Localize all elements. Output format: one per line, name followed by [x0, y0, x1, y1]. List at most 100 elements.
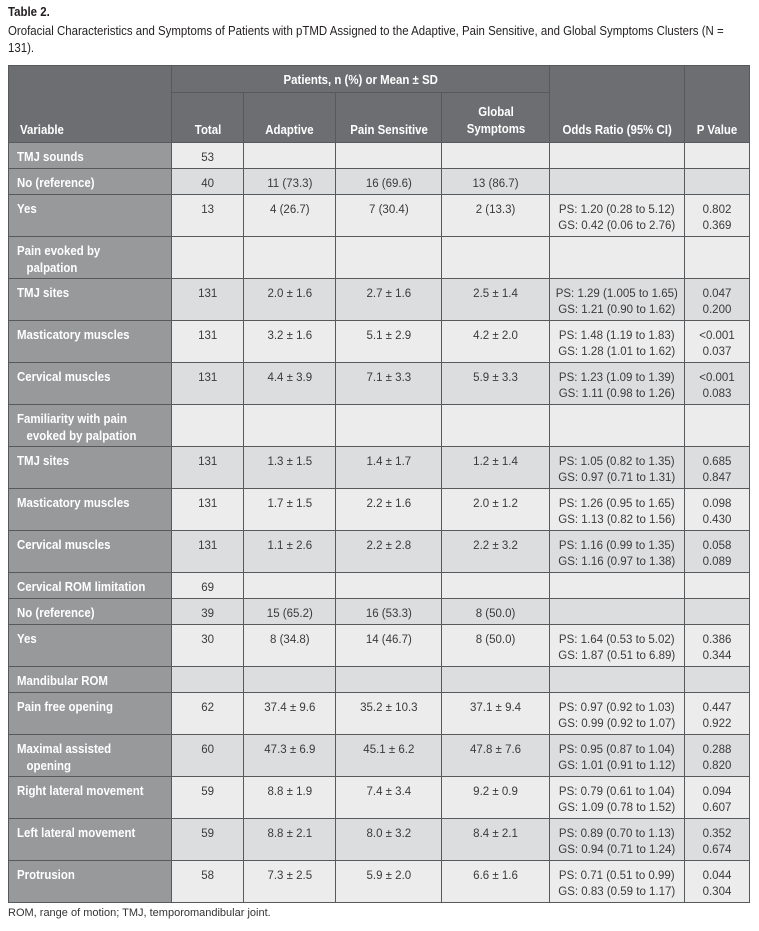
cell-total: 13 [170, 194, 245, 237]
cell-p-value [683, 168, 751, 195]
cell-pain-sensitive: 2.2 ± 2.8 [335, 530, 443, 573]
cell-global-symptoms: 2.0 ± 1.2 [441, 488, 550, 531]
cell-pain-sensitive [335, 666, 443, 693]
table-row: Cervical ROM limitation 69 [8, 572, 751, 599]
table-row: Pain free opening 62 37.4 ± 9.6 35.2 ± 10.3… [8, 692, 751, 735]
cell-adaptive: 1.3 ± 1.5 [243, 446, 337, 489]
table-row: Cervical muscles 131 4.4 ± 3.9 7.1 ± 3.3 5.9… [8, 362, 751, 405]
cell-global-symptoms: 9.2 ± 0.9 [441, 776, 550, 819]
header-p-value: P Value [683, 65, 751, 143]
cell-variable: Masticatory muscles [8, 488, 172, 531]
cell-total: 62 [170, 692, 245, 735]
table-row: Pain evoked by palpation [8, 236, 751, 279]
cell-variable: Pain free opening [8, 692, 172, 735]
table-title: Table 2. [8, 4, 50, 19]
cell-odds-ratio: PS: 0.79 (0.61 to 1.04) GS: 1.09 (0.78 t… [548, 776, 685, 819]
cell-total [170, 236, 245, 279]
cell-total: 30 [170, 624, 245, 667]
cell-global-symptoms: 1.2 ± 1.4 [441, 446, 550, 489]
cell-adaptive [243, 666, 337, 693]
cell-adaptive: 4.4 ± 3.9 [243, 362, 337, 405]
cell-total: 40 [170, 168, 245, 195]
cell-variable: Masticatory muscles [8, 320, 172, 363]
cell-adaptive: 8.8 ± 1.9 [243, 776, 337, 819]
cell-variable: Cervical muscles [8, 530, 172, 573]
cell-pain-sensitive: 45.1 ± 6.2 [335, 734, 443, 777]
cell-variable: Yes [8, 194, 172, 237]
cell-variable: Cervical ROM limitation [8, 572, 172, 599]
cell-adaptive: 4 (26.7) [243, 194, 337, 237]
cell-pain-sensitive: 7 (30.4) [335, 194, 443, 237]
cell-total: 131 [170, 278, 245, 321]
cell-pain-sensitive [335, 572, 443, 599]
cell-adaptive: 15 (65.2) [243, 598, 337, 625]
cell-global-symptoms: 8 (50.0) [441, 598, 550, 625]
cell-pain-sensitive: 5.9 ± 2.0 [335, 860, 443, 903]
cell-adaptive [243, 142, 337, 169]
cell-global-symptoms: 2.5 ± 1.4 [441, 278, 550, 321]
cell-pain-sensitive: 14 (46.7) [335, 624, 443, 667]
cell-pain-sensitive: 1.4 ± 1.7 [335, 446, 443, 489]
table-row: Protrusion 58 7.3 ± 2.5 5.9 ± 2.0 6.6 ± 1.6 P… [8, 860, 751, 903]
table-row: Masticatory muscles 131 1.7 ± 1.5 2.2 ± 1.6… [8, 488, 751, 531]
table-row: TMJ sounds 53 [8, 142, 751, 169]
table-row: No (reference) 39 15 (65.2) 16 (53.3) 8 (50.… [8, 598, 751, 625]
cell-total: 39 [170, 598, 245, 625]
cell-total: 131 [170, 320, 245, 363]
cell-global-symptoms: 13 (86.7) [441, 168, 550, 195]
cell-pain-sensitive: 2.2 ± 1.6 [335, 488, 443, 531]
cell-p-value: 0.352 0.674 [683, 818, 751, 861]
header-adaptive: Adaptive [243, 92, 337, 143]
cell-p-value: 0.685 0.847 [683, 446, 751, 489]
cell-total: 58 [170, 860, 245, 903]
header-global-symptoms: Global Symptoms [441, 92, 550, 143]
table-row: TMJ sites 131 2.0 ± 1.6 2.7 ± 1.6 2.5 ± 1.4 P… [8, 278, 751, 321]
cell-pain-sensitive: 7.4 ± 3.4 [335, 776, 443, 819]
cell-adaptive [243, 404, 337, 447]
cell-variable: Protrusion [8, 860, 172, 903]
header-total: Total [170, 92, 245, 143]
cell-odds-ratio [548, 142, 685, 169]
cell-global-symptoms [441, 404, 550, 447]
cell-variable: Yes [8, 624, 172, 667]
cell-variable: Maximal assisted opening [8, 734, 172, 777]
cell-adaptive [243, 236, 337, 279]
cell-global-symptoms: 2.2 ± 3.2 [441, 530, 550, 573]
cell-pain-sensitive [335, 404, 443, 447]
cell-adaptive: 11 (73.3) [243, 168, 337, 195]
header-patients-group: Patients, n (%) or Mean ± SD [170, 65, 550, 93]
cell-pain-sensitive [335, 142, 443, 169]
cell-pain-sensitive: 2.7 ± 1.6 [335, 278, 443, 321]
table-row: Maximal assisted opening 60 47.3 ± 6.9 45.1… [8, 734, 751, 777]
header-variable: Variable [8, 65, 172, 143]
table-row: TMJ sites 131 1.3 ± 1.5 1.4 ± 1.7 1.2 ± 1.4 P… [8, 446, 751, 489]
cell-p-value [683, 572, 751, 599]
cell-pain-sensitive: 16 (53.3) [335, 598, 443, 625]
cell-global-symptoms: 37.1 ± 9.4 [441, 692, 550, 735]
table-row: Yes 30 8 (34.8) 14 (46.7) 8 (50.0) PS: 1.64 (… [8, 624, 751, 667]
table-caption: Orofacial Characteristics and Symptoms o… [8, 23, 724, 55]
cell-odds-ratio: PS: 1.23 (1.09 to 1.39) GS: 1.11 (0.98 t… [548, 362, 685, 405]
cell-p-value: 0.094 0.607 [683, 776, 751, 819]
cell-global-symptoms [441, 236, 550, 279]
cell-odds-ratio: PS: 1.26 (0.95 to 1.65) GS: 1.13 (0.82 t… [548, 488, 685, 531]
cell-p-value [683, 598, 751, 625]
cell-total: 131 [170, 446, 245, 489]
cell-global-symptoms: 47.8 ± 7.6 [441, 734, 550, 777]
cell-global-symptoms [441, 666, 550, 693]
cell-adaptive: 2.0 ± 1.6 [243, 278, 337, 321]
cell-p-value [683, 404, 751, 447]
cell-total: 53 [170, 142, 245, 169]
cell-p-value: 0.386 0.344 [683, 624, 751, 667]
cell-pain-sensitive: 5.1 ± 2.9 [335, 320, 443, 363]
cell-odds-ratio [548, 236, 685, 279]
cell-global-symptoms: 2 (13.3) [441, 194, 550, 237]
cell-p-value: 0.044 0.304 [683, 860, 751, 903]
table-row: Yes 13 4 (26.7) 7 (30.4) 2 (13.3) PS: 1.20 (0… [8, 194, 751, 237]
cell-variable: Cervical muscles [8, 362, 172, 405]
cell-global-symptoms: 4.2 ± 2.0 [441, 320, 550, 363]
table-footnote: ROM, range of motion; TMJ, temporomandib… [8, 907, 271, 919]
cell-odds-ratio [548, 168, 685, 195]
cell-p-value [683, 142, 751, 169]
table-row: Right lateral movement 59 8.8 ± 1.9 7.4 ± 3… [8, 776, 751, 819]
